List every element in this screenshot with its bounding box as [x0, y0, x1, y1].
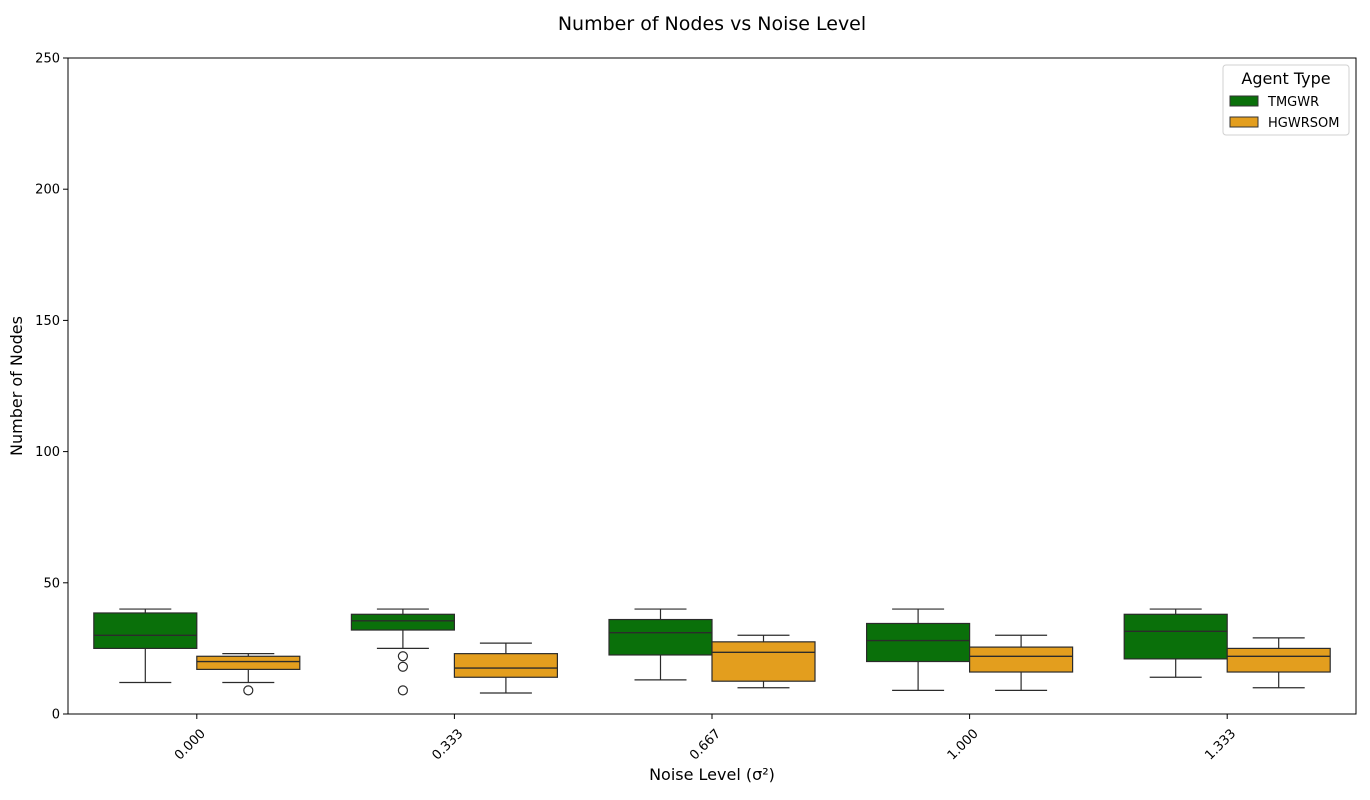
box-tmgwr-1.000 — [865, 608, 971, 691]
legend-label-hgwrsom: HGWRSOM — [1268, 116, 1339, 131]
box-tmgwr-1.333 — [1123, 608, 1228, 678]
box-hgwrsom-1.333 — [1226, 637, 1331, 689]
legend-label-tmgwr: TMGWR — [1267, 95, 1319, 110]
series-hgwrsom — [196, 634, 1331, 696]
y-tick-label: 250 — [35, 52, 60, 67]
iqr-box — [453, 653, 558, 678]
box-hgwrsom-0.000 — [196, 653, 301, 696]
iqr-box — [608, 618, 713, 656]
iqr-box — [968, 646, 1074, 673]
y-axis: 0 50 100 150 200 250 — [35, 52, 68, 723]
y-axis-title: Number of Nodes — [7, 316, 26, 456]
box-hgwrsom-1.000 — [968, 634, 1074, 691]
plot-area — [93, 608, 1331, 696]
y-tick-label: 200 — [35, 183, 60, 198]
legend: Agent Type TMGWR HGWRSOM — [1222, 64, 1350, 136]
y-tick-label: 0 — [52, 708, 60, 723]
iqr-box — [1123, 613, 1228, 660]
outlier-point — [397, 651, 408, 662]
box-tmgwr-0.333 — [350, 608, 455, 696]
iqr-box — [196, 655, 301, 670]
outlier-point — [397, 685, 408, 696]
legend-title: Agent Type — [1241, 69, 1330, 88]
iqr-box — [93, 612, 198, 650]
y-tick-label: 150 — [35, 314, 60, 329]
iqr-box — [865, 622, 971, 663]
legend-swatch-tmgwr — [1229, 95, 1259, 107]
outlier-point — [397, 661, 408, 672]
series-tmgwr — [93, 608, 1228, 696]
chart-title: Number of Nodes vs Noise Level — [558, 13, 866, 35]
box-tmgwr-0.000 — [93, 608, 198, 684]
iqr-box — [711, 641, 816, 682]
iqr-box — [1226, 647, 1331, 673]
y-tick-label: 100 — [35, 445, 60, 460]
box-hgwrsom-0.667 — [711, 634, 816, 689]
outlier-point — [243, 685, 254, 696]
x-axis-title: Noise Level (σ²) — [649, 765, 775, 784]
box-tmgwr-0.667 — [608, 608, 713, 681]
iqr-box — [350, 613, 455, 631]
box-hgwrsom-0.333 — [453, 642, 558, 694]
legend-swatch-hgwrsom — [1229, 116, 1259, 128]
y-tick-label: 50 — [43, 576, 60, 591]
